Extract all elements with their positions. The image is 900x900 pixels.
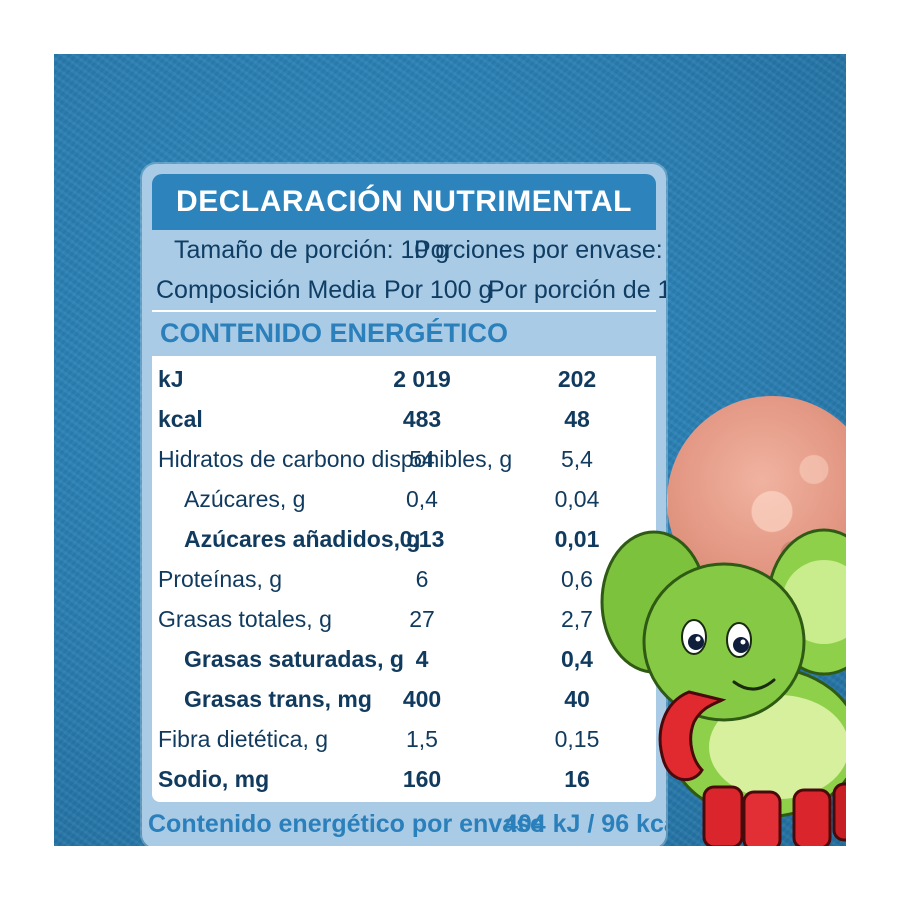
energy-section-title: CONTENIDO ENERGÉTICO: [160, 318, 509, 348]
table-row: Grasas totales, g 27 2,7: [152, 602, 656, 642]
per-serving-value: 48: [564, 406, 590, 432]
table-row: kJ 2 019 202: [152, 362, 656, 402]
per-serving-value: 202: [557, 366, 597, 392]
table-row: Grasas saturadas, g 4 0,4: [152, 642, 656, 682]
nutrient-label: Sodio, mg: [158, 766, 270, 792]
table-row: Hidratos de carbono disponibles, g 54 5,…: [152, 442, 656, 482]
column-header-row: Composición Media Por 100 g Por porción …: [152, 270, 666, 310]
per-serving-value: 0,4: [561, 646, 593, 672]
per-100g-value: 54: [409, 446, 435, 472]
per-100g-value: 0,13: [399, 526, 445, 552]
energy-per-container-row: Contenido energético por envase 404 kJ /…: [142, 806, 666, 846]
energy-per-container-label: Contenido energético por envase: [148, 810, 544, 838]
per-100g-value: 6: [415, 566, 429, 592]
nutrient-label: Azúcares, g: [184, 486, 306, 512]
nutrient-label: kcal: [158, 406, 203, 432]
per-100g-value: 27: [409, 606, 435, 632]
nutrition-facts-label: DECLARACIÓN NUTRIMENTAL Tamaño de porció…: [142, 164, 666, 846]
energy-per-container-value: 404 kJ / 96 kcal: [504, 810, 666, 838]
per-serving-value: 0,15: [554, 726, 600, 752]
per-serving-value: 16: [564, 766, 590, 792]
per-100g-value: 0,4: [406, 486, 438, 512]
per-100g-header: Por 100 g: [384, 276, 493, 304]
serving-info-row: Tamaño de porción: 10 g Porciones por en…: [152, 230, 666, 270]
per-serving-value: 0,04: [554, 486, 600, 512]
per-100g-value: 2 019: [393, 366, 451, 392]
table-row: Azúcares añadidos, g 0,13 0,01: [152, 522, 656, 562]
nutrient-label: Fibra dietética, g: [158, 726, 329, 752]
table-row: kcal 483 48: [152, 402, 656, 442]
nutrient-label: Hidratos de carbono disponibles, g: [158, 446, 513, 472]
nutrient-label: Proteínas, g: [158, 566, 283, 592]
per-serving-value: 2,7: [561, 606, 593, 632]
nutrient-label: Grasas saturadas, g: [184, 646, 404, 672]
servings-per-container: Porciones por envase: 2: [414, 236, 666, 264]
per-100g-value: 160: [402, 766, 442, 792]
composition-header: Composición Media: [156, 276, 376, 304]
table-row: Sodio, mg 160 16: [152, 762, 656, 802]
lime-elephant-mascot-icon: [600, 528, 846, 846]
table-row: Grasas trans, mg 400 40: [152, 682, 656, 722]
table-row: Azúcares, g 0,4 0,04: [152, 482, 656, 522]
label-title: DECLARACIÓN NUTRIMENTAL: [152, 174, 656, 230]
package-panel: DECLARACIÓN NUTRIMENTAL Tamaño de porció…: [54, 54, 846, 846]
per-serving-value: 40: [564, 686, 590, 712]
table-row: Fibra dietética, g 1,5 0,15: [152, 722, 656, 762]
per-serving-value: 0,6: [561, 566, 593, 592]
nutrient-label: Grasas totales, g: [158, 606, 332, 632]
per-100g-value: 1,5: [406, 726, 438, 752]
table-row: Proteínas, g 6 0,6: [152, 562, 656, 602]
per-100g-value: 4: [415, 646, 429, 672]
per-serving-value: 0,01: [554, 526, 600, 552]
per-serving-header: Por porción de 10 g: [488, 276, 666, 304]
nutrient-label: Grasas trans, mg: [184, 686, 372, 712]
nutrient-label: Azúcares añadidos, g: [184, 526, 421, 552]
per-100g-value: 483: [402, 406, 442, 432]
per-serving-value: 5,4: [561, 446, 593, 472]
energy-section-header: CONTENIDO ENERGÉTICO: [152, 310, 656, 356]
nutrient-label: kJ: [158, 366, 184, 392]
nutrient-table: kJ 2 019 202 kcal 483 48 Hidratos de car…: [152, 356, 656, 802]
per-100g-value: 400: [402, 686, 442, 712]
serving-size: Tamaño de porción: 10 g: [174, 236, 450, 264]
